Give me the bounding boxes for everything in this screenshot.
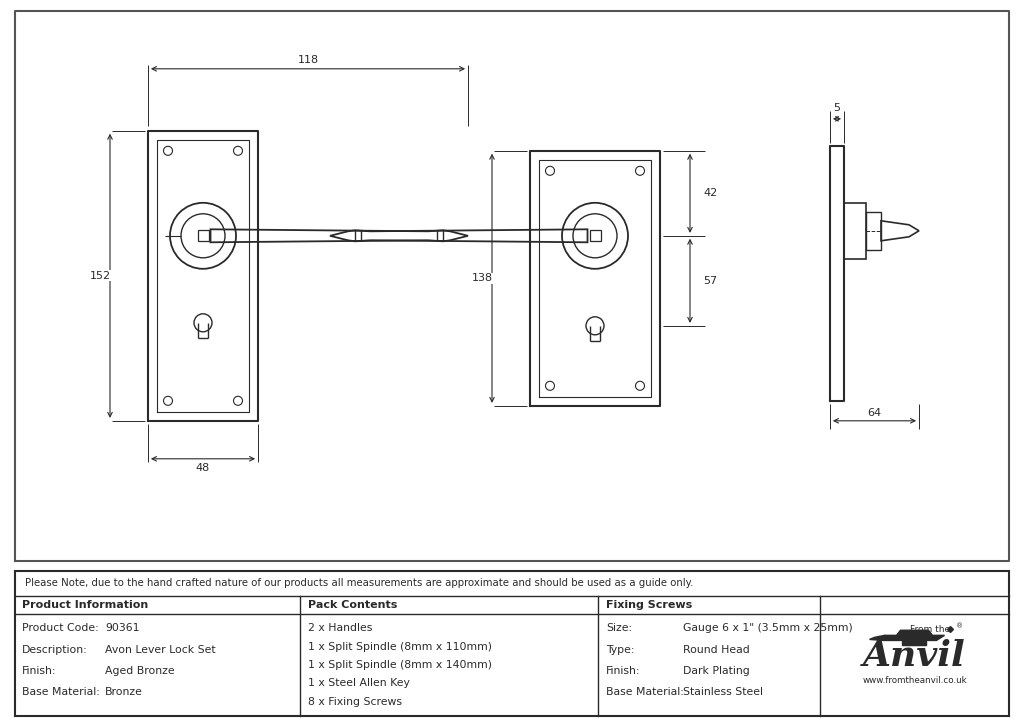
Text: Size:: Size: (606, 623, 632, 633)
Text: Description:: Description: (22, 645, 88, 654)
Text: 90361: 90361 (105, 623, 139, 633)
Text: Base Material:: Base Material: (22, 687, 100, 697)
Text: Fixing Screws: Fixing Screws (606, 600, 692, 610)
Text: Avon Lever Lock Set: Avon Lever Lock Set (105, 645, 216, 654)
Text: 152: 152 (89, 271, 111, 281)
Text: www.fromtheanvil.co.uk: www.fromtheanvil.co.uk (862, 676, 967, 684)
Text: 1 x Split Spindle (8mm x 110mm): 1 x Split Spindle (8mm x 110mm) (308, 641, 492, 651)
Text: 57: 57 (703, 276, 717, 286)
Text: Type:: Type: (606, 645, 635, 654)
Text: Round Head: Round Head (683, 645, 750, 654)
Text: 64: 64 (867, 408, 882, 418)
Text: Finish:: Finish: (606, 666, 640, 676)
Text: 1 x Split Spindle (8mm x 140mm): 1 x Split Spindle (8mm x 140mm) (308, 660, 492, 670)
Text: Bronze: Bronze (105, 687, 143, 697)
Text: Gauge 6 x 1" (3.5mm x 25mm): Gauge 6 x 1" (3.5mm x 25mm) (683, 623, 853, 633)
Text: 8 x Fixing Screws: 8 x Fixing Screws (308, 697, 402, 707)
Text: Aged Bronze: Aged Bronze (105, 666, 175, 676)
Text: Base Material:: Base Material: (606, 687, 684, 697)
Text: 5: 5 (834, 103, 841, 113)
Text: Anvil: Anvil (863, 638, 966, 673)
Text: 1 x Steel Allen Key: 1 x Steel Allen Key (308, 678, 410, 688)
Text: ®: ® (956, 623, 963, 629)
Text: Pack Contents: Pack Contents (308, 600, 397, 610)
Text: Finish:: Finish: (22, 666, 56, 676)
Text: From the: From the (910, 625, 950, 633)
Text: Product Code:: Product Code: (22, 623, 98, 633)
Polygon shape (885, 631, 944, 646)
Text: 48: 48 (196, 463, 210, 473)
Text: Stainless Steel: Stainless Steel (683, 687, 763, 697)
Text: 42: 42 (703, 188, 717, 198)
Text: 2 x Handles: 2 x Handles (308, 623, 373, 633)
Text: 118: 118 (297, 55, 318, 65)
Polygon shape (869, 636, 893, 641)
Text: Please Note, due to the hand crafted nature of our products all measurements are: Please Note, due to the hand crafted nat… (25, 578, 693, 588)
Text: 138: 138 (471, 273, 493, 283)
Text: Product Information: Product Information (22, 600, 148, 610)
Text: Dark Plating: Dark Plating (683, 666, 750, 676)
